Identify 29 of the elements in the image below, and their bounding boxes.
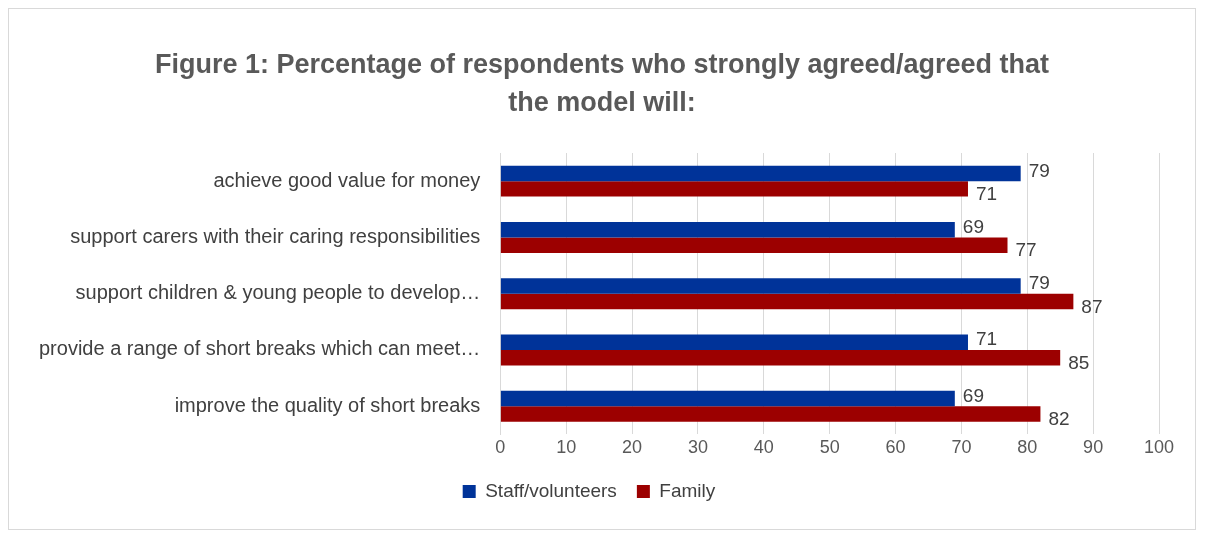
y-tick-label: achieve good value for money: [213, 168, 481, 191]
x-tick-label: 50: [819, 437, 840, 458]
x-tick-label: 20: [622, 437, 643, 458]
x-tick-label: 30: [687, 437, 708, 458]
y-tick-label: provide a range of short breaks which can meet…: [38, 337, 481, 360]
data-label: 77: [1015, 239, 1037, 261]
data-label: 82: [1048, 408, 1070, 430]
data-label: 69: [962, 384, 984, 406]
x-tick-label: 60: [885, 437, 906, 458]
data-label: 71: [975, 328, 998, 350]
data-label: 87: [1081, 295, 1103, 317]
x-tick-label: 80: [1017, 437, 1038, 458]
legend-label: Family: [659, 479, 716, 501]
data-label: 85: [1068, 351, 1090, 373]
data-label: 71: [975, 183, 998, 205]
x-tick-label: 90: [1083, 437, 1104, 458]
legend-label: Staff/volunteers: [485, 479, 617, 501]
y-tick-label: support children & young people to develop…: [75, 281, 481, 304]
x-tick-label: 70: [951, 437, 972, 458]
x-tick-label: 40: [753, 437, 774, 458]
data-label: 79: [1028, 159, 1050, 181]
data-label: 79: [1028, 272, 1050, 294]
y-tick-label: support carers with their caring responsibilities: [70, 224, 481, 247]
x-tick-label: 100: [1143, 437, 1175, 458]
chart-title: Figure 1: Percentage of respondents who strongly agreed/agreed that the model will:: [153, 48, 1051, 119]
data-label: 69: [962, 215, 984, 237]
y-tick-label: improve the quality of short breaks: [174, 393, 481, 416]
x-tick-label: 0: [495, 437, 506, 458]
x-tick-label: 10: [556, 437, 577, 458]
